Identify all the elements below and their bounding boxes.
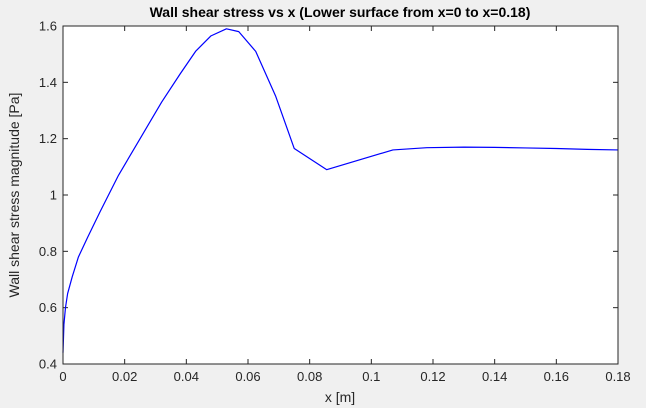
x-tick-label: 0.08 bbox=[297, 369, 322, 384]
y-tick-label: 0.4 bbox=[39, 357, 57, 372]
y-tick-label: 0.8 bbox=[39, 244, 57, 259]
y-axis-label: Wall shear stress magnitude [Pa] bbox=[6, 93, 22, 298]
x-tick-label: 0 bbox=[59, 369, 66, 384]
y-tick-label: 1.2 bbox=[39, 131, 57, 146]
x-tick-label: 0.12 bbox=[420, 369, 445, 384]
x-tick-label: 0.18 bbox=[605, 369, 630, 384]
y-tick-label: 1.4 bbox=[39, 75, 57, 90]
y-tick-label: 1.6 bbox=[39, 19, 57, 34]
x-tick-label: 0.04 bbox=[174, 369, 199, 384]
x-tick-label: 0.06 bbox=[235, 369, 260, 384]
x-axis-tick-labels: 0 0.02 0.04 0.06 0.08 0.1 0.12 0.14 0.16 0.18 bbox=[59, 369, 630, 384]
y-axis-tick-labels: 0.4 0.6 0.8 1 1.2 1.4 1.6 bbox=[39, 19, 57, 372]
x-tick-label: 0.14 bbox=[482, 369, 507, 384]
x-tick-label: 0.1 bbox=[362, 369, 380, 384]
chart-title: Wall shear stress vs x (Lower surface fr… bbox=[150, 4, 531, 20]
x-tick-label: 0.02 bbox=[112, 369, 137, 384]
x-axis-label: x [m] bbox=[325, 389, 355, 405]
x-tick-label: 0.16 bbox=[544, 369, 569, 384]
plot-area bbox=[63, 26, 618, 364]
y-tick-label: 1 bbox=[50, 188, 57, 203]
y-tick-label: 0.6 bbox=[39, 300, 57, 315]
